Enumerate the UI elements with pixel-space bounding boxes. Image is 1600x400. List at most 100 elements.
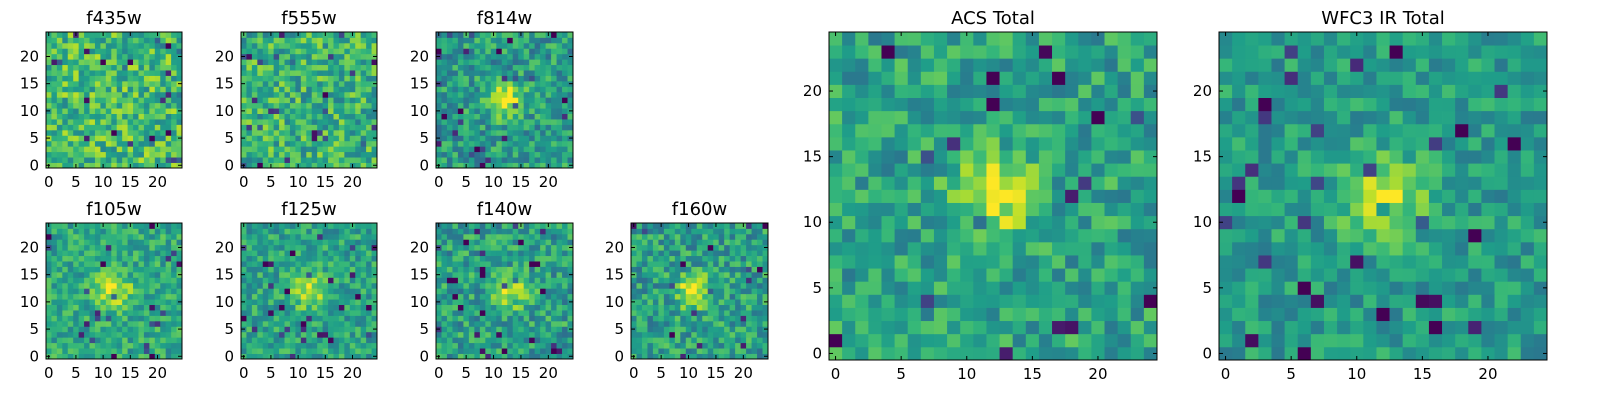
heatmap-cell [463, 310, 470, 316]
heatmap-cell [366, 124, 372, 131]
heatmap-cell [105, 310, 112, 316]
heatmap-cell [94, 42, 101, 49]
heatmap-cell [289, 266, 296, 273]
heatmap-cell [652, 326, 659, 333]
heatmap-cell [735, 288, 741, 295]
heatmap-cell [138, 266, 145, 273]
heatmap-cell [680, 353, 687, 360]
heatmap-cell [474, 59, 481, 66]
heatmap-cell [73, 331, 80, 338]
heatmap-cell [149, 70, 156, 76]
heatmap-cell [507, 162, 514, 169]
heatmap-cell [551, 271, 557, 278]
heatmap-cell [545, 80, 552, 87]
heatmap-cell [349, 228, 356, 235]
heatmap-cell [751, 244, 758, 251]
heatmap-cell [143, 244, 150, 251]
heatmap-cell [311, 315, 318, 322]
heatmap-cell [501, 157, 508, 163]
heatmap-cell [111, 97, 118, 104]
heatmap-cell [349, 266, 356, 273]
heatmap-cell [366, 299, 372, 305]
heatmap-cell [518, 288, 525, 295]
heatmap-cell [355, 37, 362, 44]
heatmap-cell [371, 304, 378, 311]
heatmap-cell [251, 261, 258, 267]
heatmap-cell [501, 277, 508, 284]
heatmap-cell [100, 250, 107, 257]
heatmap-cell [94, 282, 101, 289]
heatmap-cell [702, 266, 709, 273]
heatmap-cell [284, 315, 291, 322]
heatmap-cell [647, 277, 654, 284]
heatmap-cell [562, 59, 568, 66]
heatmap-cell [333, 124, 340, 131]
heatmap-cell [46, 124, 52, 131]
y-tick-label: 20 [215, 238, 234, 256]
heatmap-cell [289, 70, 296, 76]
heatmap-cell [154, 80, 161, 87]
heatmap-cell [360, 239, 367, 246]
heatmap-cell [160, 342, 167, 349]
heatmap-cell [105, 124, 112, 131]
heatmap-cell [729, 233, 736, 240]
heatmap-cell [257, 288, 264, 295]
heatmap-cell [680, 348, 687, 354]
heatmap-cell [973, 333, 987, 348]
heatmap-cell [149, 86, 156, 93]
heatmap-cell [468, 75, 475, 82]
heatmap-cell [474, 299, 481, 305]
heatmap-cell [468, 42, 475, 49]
heatmap-cell [171, 91, 177, 98]
heatmap-cell [545, 140, 552, 147]
heatmap-cell [344, 277, 351, 284]
heatmap-cell [446, 108, 453, 114]
heatmap-cell [133, 233, 139, 240]
heatmap-cell [452, 129, 459, 136]
heatmap-cell [306, 353, 313, 360]
heatmap-cell [176, 331, 183, 338]
heatmap-cell [474, 255, 481, 262]
heatmap-cell [496, 53, 503, 60]
heatmap-cell [360, 337, 367, 344]
heatmap-cell [707, 233, 714, 240]
heatmap-cell [490, 337, 497, 344]
heatmap-cell [523, 250, 530, 257]
heatmap-cell [257, 342, 264, 349]
heatmap-cell [986, 228, 1000, 243]
heatmap-cell [441, 102, 448, 109]
heatmap-cell [84, 151, 90, 158]
heatmap-cell [176, 140, 183, 147]
heatmap-cell [165, 288, 172, 295]
heatmap-cell [78, 353, 85, 360]
heatmap-cell [691, 228, 698, 235]
heatmap-cell [333, 223, 340, 229]
heatmap-cell [328, 108, 334, 114]
heatmap-cell [279, 162, 285, 169]
heatmap-cell [735, 320, 741, 327]
y-tick-label: 0 [614, 347, 624, 365]
heatmap-cell [322, 282, 329, 289]
heatmap-cell [122, 310, 128, 316]
heatmap-cell [154, 310, 161, 316]
heatmap-cell [317, 310, 323, 316]
heatmap-cell [371, 255, 378, 262]
heatmap-cell [84, 282, 90, 289]
heatmap-cell [349, 59, 356, 66]
heatmap-cell [122, 239, 128, 246]
heatmap-cell [133, 59, 139, 66]
heatmap-cell [333, 233, 340, 240]
heatmap-cell [702, 304, 709, 311]
heatmap-cell [279, 282, 285, 289]
heatmap-cell [295, 271, 302, 278]
heatmap-cell [62, 151, 69, 158]
heatmap-cell [551, 70, 557, 76]
heatmap-cell [94, 271, 101, 278]
heatmap-cell [300, 86, 307, 93]
heatmap-cell [751, 331, 758, 338]
heatmap-cell [707, 320, 714, 327]
heatmap-cell [311, 282, 318, 289]
heatmap-cell [641, 320, 648, 327]
heatmap-cell [56, 353, 63, 360]
heatmap-cell [322, 102, 329, 109]
